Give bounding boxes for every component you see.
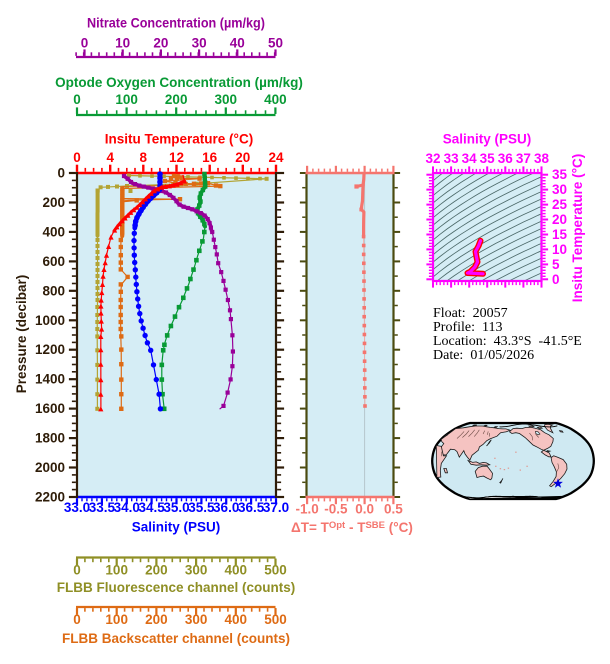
svg-text:33: 33 [444, 151, 460, 166]
svg-text:Date: 01/05/2026: Date: 01/05/2026 [433, 348, 534, 363]
svg-text:20: 20 [235, 150, 250, 165]
svg-text:40: 40 [230, 36, 245, 51]
svg-text:300: 300 [185, 612, 208, 627]
svg-text:Profile: 113: Profile: 113 [433, 320, 502, 335]
svg-text:Salinity (PSU): Salinity (PSU) [443, 132, 532, 147]
svg-text:-0.5: -0.5 [324, 502, 348, 517]
svg-text:800: 800 [42, 283, 65, 298]
svg-text:200: 200 [145, 563, 168, 578]
svg-text:0: 0 [73, 150, 81, 165]
svg-text:1200: 1200 [35, 342, 65, 357]
svg-text:0.5: 0.5 [384, 502, 403, 517]
svg-text:400: 400 [225, 612, 248, 627]
svg-text:100: 100 [105, 612, 128, 627]
svg-text:400: 400 [225, 563, 248, 578]
svg-text:30: 30 [552, 182, 567, 197]
svg-text:36.0: 36.0 [213, 500, 239, 515]
svg-text:12: 12 [169, 150, 184, 165]
svg-text:0: 0 [73, 563, 81, 578]
svg-text:Float: 20057: Float: 20057 [433, 306, 508, 321]
svg-text:37: 37 [516, 151, 531, 166]
svg-text:0: 0 [73, 612, 81, 627]
svg-text:FLBB Backscatter channel (coun: FLBB Backscatter channel (counts) [62, 631, 290, 646]
svg-text:0: 0 [57, 166, 65, 181]
svg-text:Pressure (decibar): Pressure (decibar) [14, 275, 29, 394]
svg-text:5: 5 [552, 257, 560, 272]
svg-text:34.0: 34.0 [114, 500, 140, 515]
svg-text:32: 32 [425, 151, 440, 166]
svg-text:8: 8 [140, 150, 148, 165]
svg-text:16: 16 [202, 150, 218, 165]
svg-text:-1.0: -1.0 [295, 502, 318, 517]
svg-text:15: 15 [552, 227, 568, 242]
svg-text:FLBB Fluorescence channel (cou: FLBB Fluorescence channel (counts) [57, 580, 296, 595]
svg-text:Optode Oxygen Concentration (µ: Optode Oxygen Concentration (µm/kg) [55, 75, 303, 90]
svg-text:30: 30 [192, 36, 207, 51]
svg-text:4: 4 [106, 150, 114, 165]
svg-text:100: 100 [115, 92, 138, 107]
svg-text:600: 600 [42, 254, 65, 269]
svg-text:35: 35 [480, 151, 496, 166]
svg-text:400: 400 [264, 92, 287, 107]
svg-text:35.5: 35.5 [188, 500, 215, 515]
svg-text:33.0: 33.0 [64, 500, 90, 515]
svg-text:Nitrate Concentration (µm/kg): Nitrate Concentration (µm/kg) [87, 16, 265, 31]
svg-text:400: 400 [42, 224, 65, 239]
svg-text:34: 34 [462, 151, 478, 166]
svg-text:1800: 1800 [35, 431, 65, 446]
svg-text:200: 200 [145, 612, 168, 627]
svg-text:20: 20 [153, 36, 168, 51]
svg-text:Insitu Temperature (°C): Insitu Temperature (°C) [105, 132, 253, 147]
svg-text:20: 20 [552, 212, 567, 227]
svg-text:36.5: 36.5 [238, 500, 265, 515]
svg-text:0: 0 [73, 92, 81, 107]
svg-text:200: 200 [165, 92, 188, 107]
svg-text:Salinity (PSU): Salinity (PSU) [132, 520, 221, 535]
svg-text:33.5: 33.5 [89, 500, 116, 515]
svg-text:10: 10 [552, 242, 567, 257]
svg-text:ΔT= TOpt - TSBE (°C): ΔT= TOpt - TSBE (°C) [291, 520, 413, 535]
svg-text:200: 200 [42, 195, 65, 210]
svg-text:0: 0 [81, 36, 89, 51]
svg-text:500: 500 [264, 612, 287, 627]
svg-text:Location: 43.3°S -41.5°E: Location: 43.3°S -41.5°E [433, 334, 582, 349]
svg-text:25: 25 [552, 197, 568, 212]
svg-text:2200: 2200 [35, 490, 65, 505]
svg-text:300: 300 [215, 92, 238, 107]
svg-text:1000: 1000 [35, 313, 65, 328]
svg-text:10: 10 [115, 36, 130, 51]
svg-text:0.0: 0.0 [355, 502, 374, 517]
svg-text:Insitu Temperature (°C): Insitu Temperature (°C) [570, 154, 585, 302]
svg-text:38: 38 [534, 151, 550, 166]
svg-text:34.5: 34.5 [138, 500, 165, 515]
svg-text:1400: 1400 [35, 372, 65, 387]
svg-text:50: 50 [268, 36, 283, 51]
svg-text:100: 100 [105, 563, 128, 578]
svg-text:0: 0 [552, 272, 560, 287]
svg-text:36: 36 [498, 151, 514, 166]
svg-text:24: 24 [268, 150, 284, 165]
svg-text:35: 35 [552, 167, 568, 182]
svg-text:35.0: 35.0 [163, 500, 189, 515]
svg-text:1600: 1600 [35, 401, 65, 416]
svg-text:37.0: 37.0 [263, 500, 289, 515]
svg-text:300: 300 [185, 563, 208, 578]
svg-text:500: 500 [264, 563, 287, 578]
svg-text:2000: 2000 [35, 460, 65, 475]
